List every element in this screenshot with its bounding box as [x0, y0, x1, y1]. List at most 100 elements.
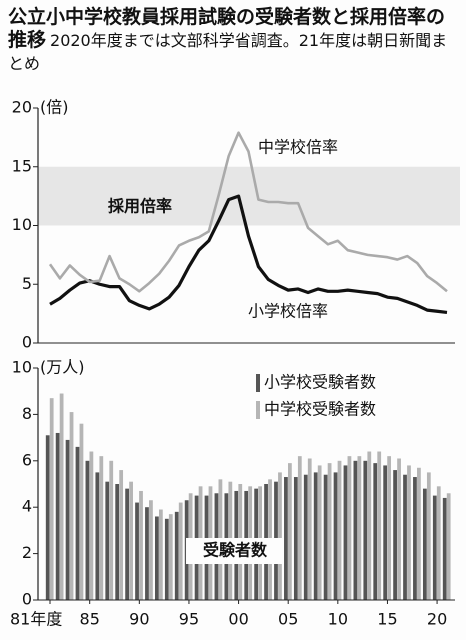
y-tick-label: 8 [22, 404, 32, 423]
bar [323, 474, 328, 600]
y-axis-label: (万人) [40, 358, 85, 377]
header: 公立小中学校教員採用試験の受験者数と採用倍率の推移 2020年度までは文部科学省調… [8, 6, 460, 75]
legend-label: 中学校受験者数 [264, 400, 376, 419]
x-tick-label: 90 [129, 610, 149, 629]
bar [59, 393, 64, 600]
bar [307, 458, 312, 600]
bar [55, 432, 60, 600]
bar [347, 456, 352, 600]
bar [293, 477, 298, 600]
series-label: 中学校倍率 [258, 138, 338, 157]
bar [363, 460, 368, 600]
annotation: 受験者数 [203, 541, 268, 560]
annotation: 採用倍率 [108, 197, 172, 216]
bar [278, 472, 282, 600]
bar [297, 456, 302, 600]
bar [343, 465, 348, 600]
y-tick-label: 10 [12, 358, 32, 377]
bar [49, 398, 54, 600]
line [48, 131, 448, 293]
bar [149, 500, 153, 600]
bar [313, 472, 318, 600]
bar [367, 451, 372, 600]
bar [129, 481, 133, 600]
bar [397, 458, 401, 600]
y-tick-label: 5 [22, 274, 32, 293]
line [49, 194, 448, 315]
bar [317, 465, 322, 600]
bar [393, 470, 397, 600]
bar [119, 470, 124, 600]
bar [99, 456, 104, 600]
bar [45, 435, 50, 600]
x-tick-label: 10 [328, 610, 348, 629]
bar [327, 463, 332, 600]
bar [155, 516, 159, 600]
y-tick-label: 15 [12, 156, 32, 175]
bar [139, 490, 143, 600]
bar [337, 460, 342, 600]
bar [178, 502, 183, 600]
y-tick-label: 20 [12, 98, 32, 117]
y-tick-label: 10 [12, 215, 32, 234]
bar [125, 488, 130, 600]
bar [436, 486, 441, 600]
bar [387, 456, 392, 600]
y-tick-label: 0 [22, 333, 32, 352]
bar [357, 456, 362, 600]
bar [145, 507, 149, 600]
y-tick-label: 2 [22, 543, 32, 562]
bar [288, 463, 292, 600]
bar [85, 460, 90, 600]
bar [79, 423, 84, 600]
bar [105, 481, 110, 600]
y-axis-label: (倍) [40, 98, 69, 117]
band [38, 166, 460, 226]
bar [417, 467, 421, 600]
bar [432, 495, 437, 600]
title: 公立小中学校教員採用試験の受験者数と採用倍率の推移 [8, 6, 446, 51]
bar [353, 460, 358, 600]
bar [442, 497, 447, 600]
x-tick-label: 95 [179, 610, 199, 629]
y-tick-label: 4 [22, 497, 32, 516]
annotation-bg [186, 538, 284, 564]
x-tick-label: 05 [278, 610, 298, 629]
bar [377, 451, 382, 600]
bar [174, 511, 179, 600]
x-tick-label: 85 [80, 610, 100, 629]
bar [168, 514, 173, 600]
y-tick-label: 6 [22, 450, 32, 469]
bar [69, 412, 74, 600]
bar [407, 465, 411, 600]
bar [164, 518, 169, 600]
bar [373, 463, 378, 600]
bar [158, 509, 163, 600]
bar [135, 502, 139, 600]
bar [426, 472, 431, 600]
x-tick-label: 15 [377, 610, 397, 629]
subtitle: 2020年度までは文部科学省調査。21年度は朝日新聞まとめ [8, 31, 448, 73]
bar [95, 472, 100, 600]
series-label: 小学校倍率 [248, 302, 328, 321]
bar [413, 477, 417, 600]
bar [303, 474, 308, 600]
x-tick-label: 81年度 [10, 610, 62, 629]
bar [115, 484, 120, 600]
bar [403, 474, 407, 600]
legend-label: 小学校受験者数 [264, 373, 376, 392]
bar [333, 472, 338, 600]
bar [89, 451, 94, 600]
bar [65, 439, 70, 600]
bar [75, 446, 80, 600]
bar [422, 488, 427, 600]
bar [284, 477, 288, 600]
y-tick-label: 0 [22, 590, 32, 609]
x-tick-label: 00 [228, 610, 248, 629]
bar [446, 493, 451, 600]
bar [109, 460, 114, 600]
bar [383, 465, 388, 600]
x-tick-label: 20 [427, 610, 447, 629]
